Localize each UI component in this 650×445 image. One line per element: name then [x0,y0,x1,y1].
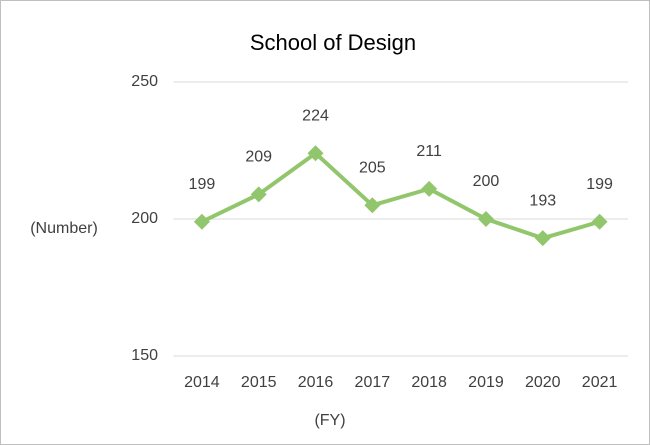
marker [307,145,324,162]
y-axis-label: (Number) [30,220,98,237]
marker [477,211,494,227]
marker [534,230,551,247]
y-tick-label: 200 [131,210,158,227]
x-tick-label: 2020 [525,374,561,391]
data-label: 211 [416,143,442,160]
marker [364,197,381,214]
y-tick-label: 150 [131,347,158,364]
y-tick-label: 250 [131,73,158,90]
x-tick-label: 2021 [582,374,618,391]
chart-title: School of Design [250,30,416,55]
data-label: 193 [529,192,556,209]
marker [591,213,608,230]
data-label: 224 [302,107,329,124]
data-label: 209 [245,149,272,166]
x-axis-label: (FY) [314,412,345,429]
x-tick-label: 2019 [468,374,504,391]
data-label: 205 [359,160,386,177]
marker [193,213,210,230]
data-label: 199 [189,176,216,193]
x-tick-label: 2014 [184,374,220,391]
line [201,151,601,241]
x-tick-label: 2015 [241,374,277,391]
marker [250,186,267,203]
x-tick-label: 2017 [355,374,391,391]
marker [421,180,438,197]
x-tick-label: 2018 [411,374,447,391]
data-label: 200 [473,173,500,190]
x-tick-label: 2016 [298,374,334,391]
data-label: 199 [586,176,613,193]
